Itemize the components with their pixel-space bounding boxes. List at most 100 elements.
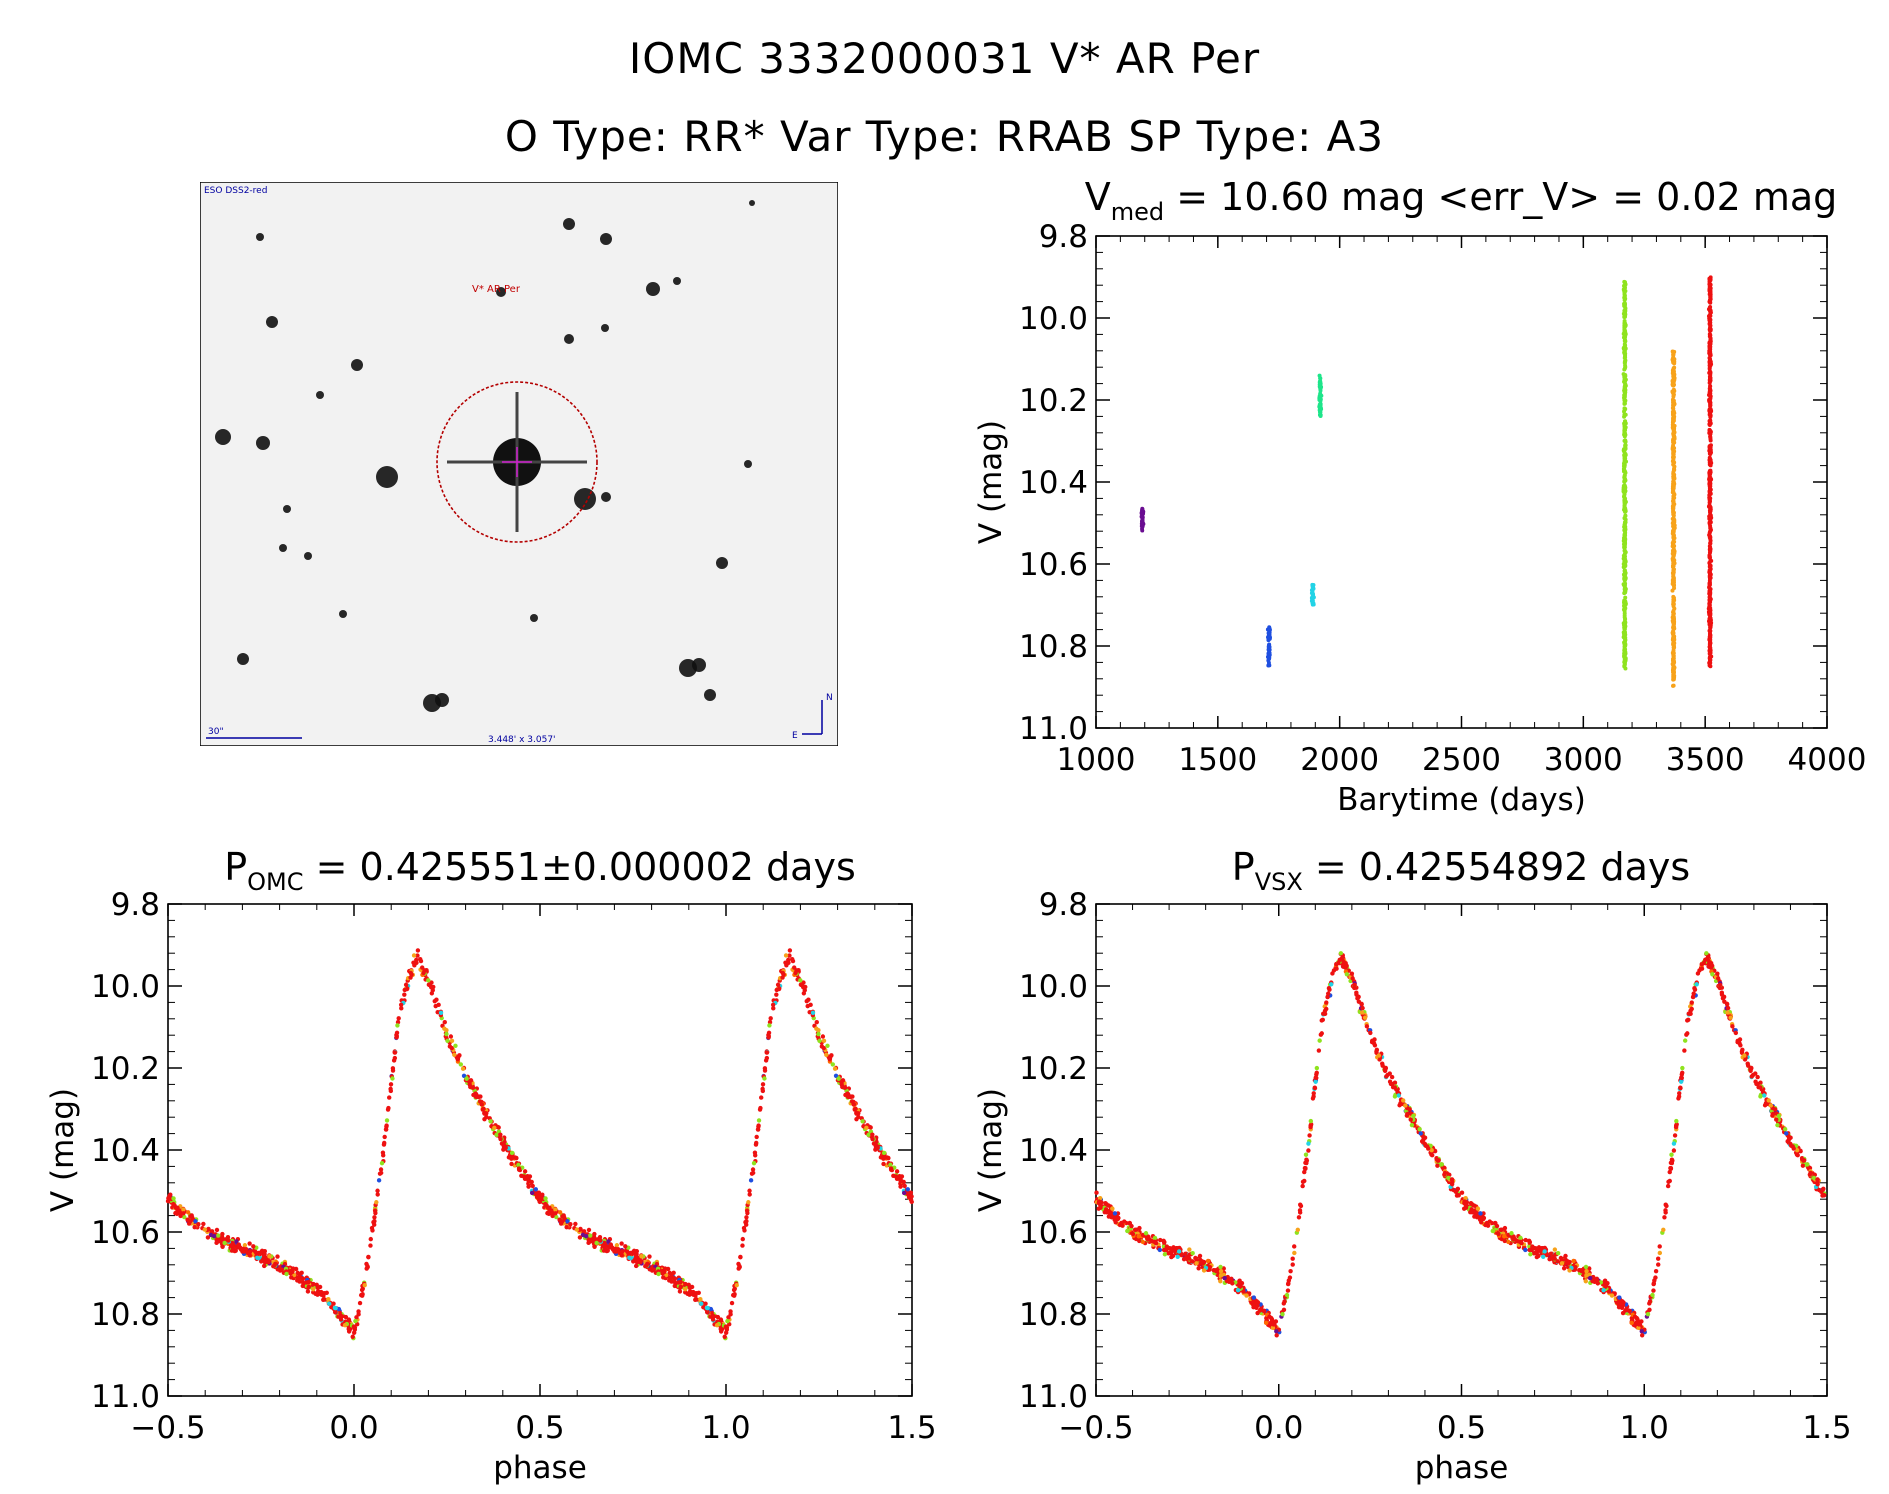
- data-point: [1623, 506, 1628, 511]
- data-point: [1218, 1279, 1223, 1284]
- plot-title-prefix: V: [1085, 175, 1111, 219]
- data-point: [526, 1179, 531, 1184]
- data-point: [1671, 370, 1676, 375]
- data-point: [288, 1270, 294, 1276]
- data-point: [683, 1286, 688, 1292]
- data-point: [1417, 1127, 1422, 1132]
- data-point: [1671, 654, 1676, 659]
- data-point: [382, 1134, 387, 1140]
- data-point: [1194, 1261, 1199, 1266]
- sky-star: [744, 460, 752, 468]
- data-point: [1623, 439, 1628, 444]
- data-point: [1671, 576, 1676, 581]
- data-point: [766, 1030, 772, 1035]
- data-point: [464, 1076, 469, 1081]
- data-point: [814, 1019, 819, 1025]
- data-point: [586, 1227, 592, 1233]
- data-point: [1472, 1214, 1477, 1219]
- data-point: [1325, 991, 1331, 996]
- data-point: [768, 1016, 773, 1021]
- data-point: [384, 1123, 389, 1128]
- data-point: [1303, 1166, 1308, 1172]
- data-point: [853, 1106, 858, 1112]
- data-point: [1218, 1264, 1223, 1270]
- data-point: [1536, 1253, 1541, 1259]
- data-point: [740, 1236, 745, 1242]
- data-point: [816, 1031, 821, 1037]
- data-point: [201, 1221, 206, 1227]
- data-point: [182, 1214, 187, 1220]
- data-point: [458, 1062, 464, 1067]
- plot-title-text: = 0.42554892 days: [1303, 845, 1690, 889]
- data-point: [1241, 1289, 1246, 1294]
- x-tick-label: 1500: [1178, 742, 1257, 778]
- data-point: [627, 1255, 632, 1261]
- data-point: [1435, 1163, 1440, 1168]
- data-point: [1162, 1252, 1168, 1257]
- data-point: [1468, 1200, 1474, 1206]
- sky-star: [256, 436, 270, 450]
- data-point: [315, 1290, 320, 1295]
- data-point: [1517, 1239, 1523, 1245]
- data-point: [1708, 317, 1713, 322]
- data-point: [1671, 409, 1676, 414]
- data-point: [553, 1207, 558, 1212]
- data-point: [1822, 1193, 1827, 1198]
- data-point: [452, 1052, 457, 1058]
- data-point: [1119, 1220, 1124, 1226]
- data-point: [860, 1119, 865, 1124]
- data-point: [415, 953, 420, 958]
- data-point: [1409, 1122, 1415, 1128]
- data-point: [1671, 512, 1676, 517]
- data-point: [1401, 1098, 1406, 1103]
- data-point: [1285, 1288, 1291, 1293]
- data-point: [1622, 599, 1627, 604]
- y-tick-label: 10.0: [1019, 969, 1088, 1005]
- data-point: [1622, 590, 1627, 595]
- data-point: [1274, 1329, 1279, 1334]
- data-point: [211, 1233, 217, 1239]
- data-point: [723, 1330, 729, 1335]
- data-point: [479, 1102, 484, 1107]
- data-point: [404, 986, 410, 992]
- data-point: [1359, 1001, 1364, 1006]
- data-point: [1222, 1275, 1227, 1281]
- data-point: [1671, 357, 1676, 362]
- data-point: [1579, 1267, 1585, 1273]
- lightcurve-series: [1265, 625, 1272, 668]
- sky-star: [435, 693, 449, 707]
- data-point: [1669, 1160, 1675, 1166]
- data-point: [756, 1123, 761, 1128]
- data-point: [687, 1290, 692, 1295]
- data-point: [1708, 660, 1713, 665]
- data-point: [1708, 519, 1713, 524]
- sky-star: [563, 218, 575, 230]
- data-point: [1559, 1261, 1565, 1266]
- data-point: [1708, 404, 1713, 409]
- data-point: [395, 1023, 400, 1028]
- data-point: [672, 1279, 677, 1285]
- data-point: [1708, 642, 1713, 647]
- x-tick-label: 1.5: [1802, 1410, 1851, 1446]
- data-point: [371, 1219, 376, 1225]
- data-point: [1773, 1107, 1778, 1112]
- data-point: [1680, 1070, 1685, 1075]
- data-point: [214, 1227, 220, 1233]
- data-point: [577, 1235, 583, 1240]
- data-point: [1214, 1267, 1219, 1273]
- data-point: [1621, 607, 1626, 612]
- data-point: [1267, 650, 1272, 655]
- data-point: [1663, 1208, 1668, 1213]
- data-point: [1484, 1220, 1490, 1226]
- data-point: [613, 1249, 618, 1254]
- data-point: [1502, 1238, 1507, 1244]
- data-point: [821, 1045, 826, 1051]
- data-point: [1738, 1043, 1743, 1048]
- data-point: [449, 1045, 454, 1051]
- data-point: [272, 1263, 277, 1268]
- data-point: [1158, 1237, 1163, 1243]
- y-tick-label: 10.0: [91, 969, 160, 1005]
- y-tick-label: 10.8: [91, 1297, 160, 1333]
- data-point: [448, 1034, 454, 1039]
- data-point: [1805, 1162, 1810, 1167]
